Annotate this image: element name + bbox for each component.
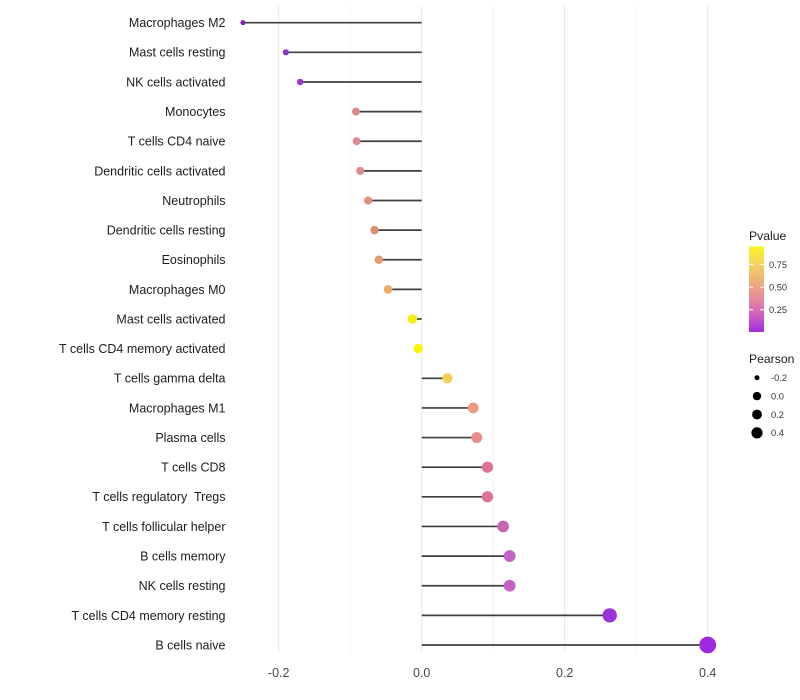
- pvalue-tick-label: 0.50: [769, 282, 787, 292]
- category-label: Neutrophils: [162, 194, 225, 208]
- pvalue-colorbar: [749, 246, 764, 332]
- lollipop-sticks-group: [242, 21, 708, 646]
- lollipop-dot: [351, 107, 360, 116]
- pvalue-tick-label: 0.75: [769, 260, 787, 270]
- category-label: Macrophages M1: [129, 401, 226, 415]
- category-label: Mast cells resting: [129, 46, 226, 60]
- lollipop-dot: [481, 461, 494, 473]
- pvalue-tick-label: 0.25: [769, 305, 787, 315]
- category-label: Dendritic cells resting: [107, 224, 226, 238]
- lollipop-dot: [240, 20, 246, 26]
- category-label: T cells CD8: [161, 461, 225, 475]
- lollipop-dot: [497, 520, 510, 533]
- category-label: Eosinophils: [162, 253, 226, 267]
- category-label: Monocytes: [165, 105, 225, 119]
- lollipop-dot: [282, 49, 289, 56]
- lollipop-dot: [370, 225, 379, 235]
- pearson-legend-dot: [752, 391, 762, 401]
- pvalue-legend-title: Pvalue: [749, 229, 786, 243]
- category-label: T cells CD4 memory resting: [72, 609, 226, 623]
- category-label: Dendritic cells activated: [94, 164, 225, 178]
- pearson-legend-label: 0.4: [771, 428, 784, 438]
- lollipop-dot: [503, 550, 516, 563]
- x-axis-ticks-group: -0.2 0.0 0.2 0.4: [268, 666, 717, 680]
- lollipop-dot: [467, 402, 479, 414]
- category-label: Plasma cells: [155, 431, 225, 445]
- lollipop-dot: [352, 137, 361, 146]
- legend-group: Pvalue 0.75 0.50 0.25 Pearson -0.2 0.0 0.2 0.4: [749, 229, 794, 439]
- lollipop-dot: [296, 78, 304, 86]
- pearson-legend-label: -0.2: [771, 373, 787, 383]
- lollipop-dot: [503, 579, 516, 592]
- pearson-legend-title: Pearson: [749, 352, 794, 366]
- lollipop-dot: [383, 285, 393, 294]
- pearson-legend-label: 0.2: [771, 410, 784, 420]
- x-tick-label: 0.2: [556, 666, 573, 680]
- category-label: NK cells resting: [139, 579, 226, 593]
- category-label: NK cells activated: [126, 75, 225, 89]
- lollipop-dot: [407, 314, 418, 324]
- x-tick-label: 0.4: [699, 666, 716, 680]
- category-label: B cells naive: [155, 638, 225, 652]
- category-label: Macrophages M0: [129, 283, 226, 297]
- gridlines-group: [278, 6, 709, 652]
- lollipop-dot: [413, 343, 423, 354]
- lollipop-dot: [442, 373, 453, 384]
- category-label: Macrophages M2: [129, 16, 226, 30]
- lollipop-dot: [602, 608, 617, 623]
- lollipop-dot: [481, 491, 494, 503]
- lollipop-dot: [374, 255, 384, 265]
- lollipop-dot: [471, 432, 483, 444]
- pearson-legend-dot: [752, 409, 762, 420]
- category-label: T cells gamma delta: [114, 372, 226, 386]
- lollipop-dot: [356, 166, 365, 175]
- x-tick-label: 0.0: [413, 666, 430, 680]
- pearson-legend-dot: [754, 375, 760, 381]
- category-label: B cells memory: [140, 549, 226, 563]
- category-labels-group: Macrophages M2 Mast cells resting NK cells…: [59, 16, 226, 652]
- category-label: Mast cells activated: [116, 312, 225, 326]
- pearson-legend-dot: [751, 427, 763, 439]
- lollipop-dot: [363, 196, 373, 205]
- lollipop-dots-group: [240, 20, 717, 654]
- pearson-legend-label: 0.0: [771, 391, 784, 401]
- x-tick-label: -0.2: [268, 666, 290, 680]
- category-label: T cells CD4 naive: [128, 135, 226, 149]
- category-label: T cells follicular helper: [102, 520, 225, 534]
- category-label: T cells regulatory Tregs: [92, 490, 225, 504]
- lollipop-dot: [699, 636, 717, 654]
- category-label: T cells CD4 memory activated: [59, 342, 226, 356]
